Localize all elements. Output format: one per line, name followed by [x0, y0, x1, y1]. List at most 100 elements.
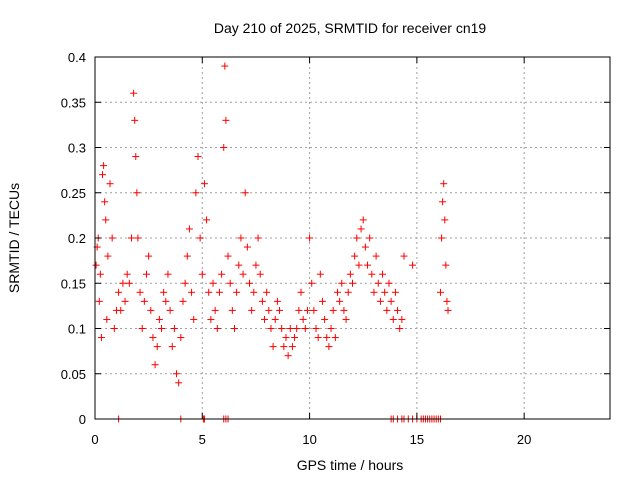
data-point [436, 288, 444, 296]
data-point [183, 252, 191, 260]
y-tick-label: 0.15 [61, 276, 86, 291]
data-point [160, 288, 168, 296]
data-point [351, 252, 359, 260]
y-axis-label: SRMTID / TECUs [6, 183, 22, 293]
data-point [123, 270, 131, 278]
data-point [233, 288, 241, 296]
data-point [346, 270, 354, 278]
data-point [286, 325, 294, 332]
data-point [359, 216, 367, 224]
data-point [115, 288, 123, 296]
data-point [400, 252, 408, 260]
data-point [131, 116, 139, 124]
data-point [99, 171, 107, 179]
y-tick-label: 0.1 [68, 322, 86, 337]
data-point [175, 379, 183, 387]
data-point [92, 261, 100, 269]
data-point [190, 315, 198, 323]
data-point [391, 288, 399, 296]
grid [95, 57, 610, 419]
data-point [282, 334, 290, 342]
data-point [177, 334, 185, 342]
data-point [250, 288, 258, 296]
data-point [200, 180, 208, 188]
data-point [95, 297, 103, 305]
data-point [220, 144, 228, 151]
data-point [441, 216, 449, 224]
data-point [321, 315, 329, 323]
data-point [325, 343, 333, 351]
data-point [254, 234, 262, 242]
data-point [379, 270, 387, 278]
data-point [239, 270, 247, 278]
data-point [336, 297, 344, 305]
data-point [383, 306, 391, 314]
data-point [101, 198, 109, 206]
data-point [263, 288, 271, 296]
data-point [310, 306, 318, 314]
data-point [327, 325, 335, 332]
data-point [374, 279, 382, 287]
data-point [188, 288, 196, 296]
data-point [237, 234, 245, 242]
data-point [155, 315, 163, 323]
data-point [143, 270, 150, 278]
y-tick-label: 0.4 [68, 50, 86, 65]
data-point [228, 306, 236, 314]
data-point [370, 288, 378, 296]
data-point [376, 297, 384, 305]
y-tick-label: 0.35 [61, 95, 86, 110]
data-point [444, 306, 452, 314]
x-tick-label: 20 [517, 432, 531, 447]
data-point [194, 153, 202, 161]
data-point [145, 252, 153, 260]
data-point [438, 234, 446, 242]
data-point [100, 162, 108, 170]
data-point [293, 325, 301, 332]
data-point [198, 270, 206, 278]
data-point [241, 189, 249, 197]
data-point [252, 261, 260, 269]
data-point [140, 297, 148, 305]
data-point [331, 334, 339, 342]
data-point [181, 279, 189, 287]
data-point [267, 325, 275, 332]
data-point [230, 325, 238, 332]
data-point [103, 315, 111, 323]
data-point [318, 297, 326, 305]
data-point [278, 325, 286, 332]
data-point [121, 297, 129, 305]
data-point [207, 315, 215, 323]
data-point [394, 306, 402, 314]
y-tick-label: 0.25 [61, 186, 86, 201]
data-point [288, 343, 296, 351]
data-point [203, 216, 211, 224]
data-point [284, 352, 292, 360]
data-point [280, 343, 288, 351]
data-point [127, 234, 135, 242]
y-tick-label: 0 [79, 412, 86, 427]
data-point [147, 306, 155, 314]
data-point [349, 279, 356, 287]
data-point [162, 297, 170, 305]
data-point [106, 180, 114, 188]
data-point [353, 234, 361, 242]
data-point [299, 315, 307, 323]
data-point [387, 297, 395, 305]
data-point [261, 315, 269, 323]
data-point [340, 306, 348, 314]
data-point [308, 279, 316, 287]
y-tick-label: 0.05 [61, 367, 86, 382]
data-point [119, 279, 127, 287]
data-point [329, 306, 337, 314]
chart-title: Day 210 of 2025, SRMTID for receiver cn1… [214, 20, 487, 36]
data-point [398, 315, 406, 323]
data-point [269, 343, 277, 351]
data-point [306, 234, 314, 242]
data-point [344, 288, 352, 296]
data-point [211, 306, 219, 314]
data-point [192, 189, 200, 197]
data-point [396, 325, 404, 332]
y-tick-label: 0.3 [68, 141, 86, 156]
